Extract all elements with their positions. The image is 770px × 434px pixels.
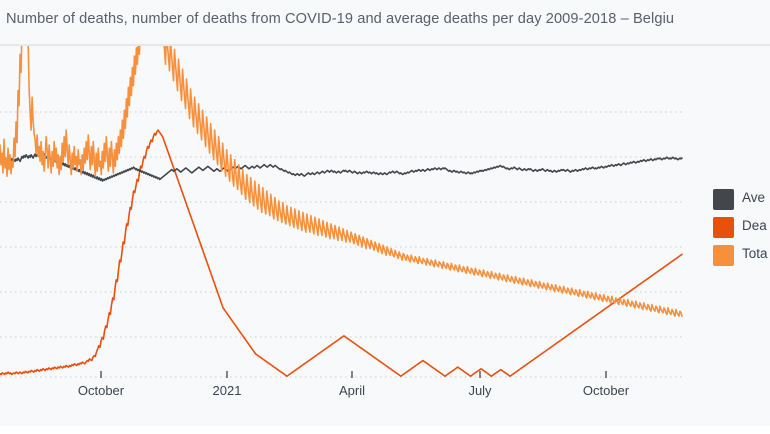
x-tick-label: 2021 [213,383,242,398]
x-tick-label: October [583,383,630,398]
legend-swatch-covid [713,217,734,238]
legend-item-average[interactable]: Ave [713,186,770,214]
average-deaths-line [0,152,683,182]
legend-label-covid: Dea [742,218,767,233]
legend-item-covid[interactable]: Dea [713,214,770,242]
legend-swatch-total [713,245,734,266]
covid-deaths-line [0,46,683,317]
header-divider [0,44,770,46]
x-tick-label: April [339,383,365,398]
bottom-strip [0,426,770,434]
page-title: Number of deaths, number of deaths from … [6,11,675,27]
chart-header: Number of deaths, number of deaths from … [0,0,770,44]
chart-legend: Ave Dea Tota [713,186,770,270]
legend-swatch-average [713,189,734,210]
total-deaths-line [0,129,683,377]
legend-item-total[interactable]: Tota [713,242,770,270]
legend-label-average: Ave [742,190,766,205]
x-tick-label: October [78,383,125,398]
chart-svg: October 2021 April July October [0,46,683,398]
legend-label-total: Tota [742,246,768,261]
chart-plot-area: October 2021 April July October [0,46,770,418]
x-tick-label: July [468,383,492,398]
